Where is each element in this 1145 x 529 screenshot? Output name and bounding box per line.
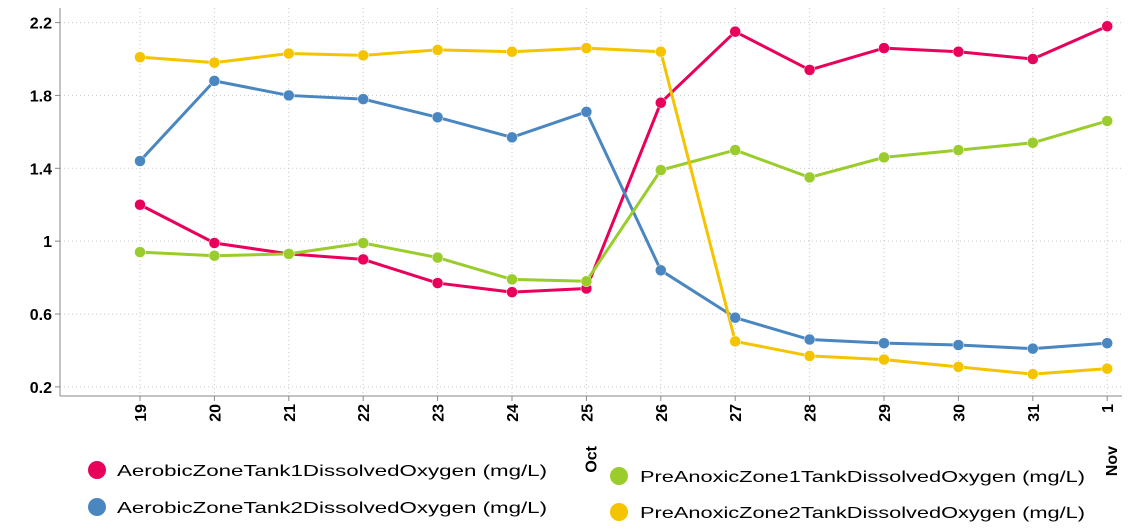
data-point-3[interactable] bbox=[283, 47, 295, 60]
month-label: Nov bbox=[1104, 446, 1121, 476]
data-point-1[interactable] bbox=[729, 311, 741, 324]
data-point-3[interactable] bbox=[952, 361, 965, 373]
x-tick-label: 20 bbox=[207, 404, 224, 422]
data-point-0[interactable] bbox=[134, 198, 146, 211]
data-point-3[interactable] bbox=[134, 51, 146, 63]
x-tick-label: 1 bbox=[1100, 404, 1117, 413]
x-tick-label: 21 bbox=[282, 404, 299, 422]
data-point-1[interactable] bbox=[655, 264, 667, 277]
legend-marker bbox=[88, 498, 106, 516]
legend: AerobicZoneTank1DissolvedOxygen (mg/L) Ae… bbox=[88, 461, 1085, 522]
data-point-0[interactable] bbox=[655, 96, 667, 109]
data-point-1[interactable] bbox=[580, 106, 593, 118]
data-point-0[interactable] bbox=[1101, 20, 1113, 32]
data-point-1[interactable] bbox=[803, 333, 816, 346]
data-point-2[interactable] bbox=[357, 237, 369, 249]
x-tick-label: 30 bbox=[951, 404, 968, 422]
data-point-1[interactable] bbox=[1101, 337, 1113, 349]
data-point-3[interactable] bbox=[357, 49, 369, 62]
data-point-1[interactable] bbox=[952, 339, 965, 351]
data-point-0[interactable] bbox=[878, 42, 890, 54]
data-point-1[interactable] bbox=[134, 155, 146, 167]
y-tick-label: 1.4 bbox=[30, 161, 52, 178]
y-tick-label: 0.6 bbox=[30, 307, 52, 324]
x-tick-label: 31 bbox=[1026, 404, 1043, 422]
data-point-0[interactable] bbox=[803, 64, 816, 76]
data-point-2[interactable] bbox=[208, 249, 221, 262]
data-point-3[interactable] bbox=[580, 42, 593, 54]
grid bbox=[60, 8, 1122, 396]
month-label: Oct bbox=[583, 445, 600, 472]
x-tick-label: 29 bbox=[877, 404, 894, 422]
data-point-3[interactable] bbox=[1101, 362, 1113, 375]
data-point-2[interactable] bbox=[283, 248, 295, 260]
data-point-0[interactable] bbox=[208, 237, 221, 249]
y-tick-label: 0.2 bbox=[30, 380, 52, 397]
data-point-3[interactable] bbox=[729, 335, 741, 348]
data-point-1[interactable] bbox=[431, 111, 444, 124]
legend-marker bbox=[610, 467, 628, 485]
legend-label: AerobicZoneTank2DissolvedOxygen (mg/L) bbox=[117, 500, 547, 517]
legend-label: PreAnoxicZone2TankDissolvedOxygen (mg/L) bbox=[640, 505, 1085, 522]
data-point-2[interactable] bbox=[580, 275, 593, 287]
data-point-2[interactable] bbox=[952, 144, 965, 156]
data-point-0[interactable] bbox=[506, 286, 518, 298]
series-line-2 bbox=[139, 119, 1108, 283]
data-point-0[interactable] bbox=[431, 277, 444, 289]
data-point-0[interactable] bbox=[952, 45, 965, 58]
data-point-3[interactable] bbox=[431, 44, 444, 56]
y-tick-label: 1 bbox=[43, 234, 52, 251]
data-point-2[interactable] bbox=[1101, 115, 1113, 127]
x-tick-label: 26 bbox=[654, 404, 671, 422]
data-point-2[interactable] bbox=[803, 171, 816, 184]
data-point-3[interactable] bbox=[803, 350, 816, 362]
data-point-2[interactable] bbox=[431, 251, 444, 264]
data-point-0[interactable] bbox=[729, 25, 741, 38]
series-line-3 bbox=[139, 46, 1108, 376]
data-point-3[interactable] bbox=[878, 353, 890, 366]
x-tick-label: 23 bbox=[431, 404, 448, 422]
y-tick-label: 1.8 bbox=[30, 88, 52, 105]
series-line-1 bbox=[138, 79, 1108, 351]
data-point-2[interactable] bbox=[1027, 137, 1039, 149]
legend-label: AerobicZoneTank1DissolvedOxygen (mg/L) bbox=[117, 463, 547, 480]
y-tick-label: 2.2 bbox=[30, 16, 52, 33]
data-point-2[interactable] bbox=[878, 151, 890, 164]
data-point-3[interactable] bbox=[506, 45, 518, 58]
series-line-0 bbox=[139, 24, 1108, 294]
x-tick-label: 28 bbox=[803, 404, 820, 422]
data-point-1[interactable] bbox=[208, 75, 221, 87]
x-tick-label: 24 bbox=[505, 404, 522, 422]
legend-label: PreAnoxicZone1TankDissolvedOxygen (mg/L) bbox=[640, 469, 1085, 486]
data-point-1[interactable] bbox=[1027, 342, 1039, 355]
x-tick-label: 25 bbox=[579, 404, 596, 422]
data-point-3[interactable] bbox=[1027, 368, 1039, 380]
legend-marker bbox=[88, 461, 106, 479]
x-tick-label: 22 bbox=[356, 404, 373, 422]
data-point-1[interactable] bbox=[878, 337, 890, 349]
data-point-2[interactable] bbox=[134, 246, 146, 258]
data-point-2[interactable] bbox=[506, 273, 518, 286]
axes: 0.2 0.6 1 1.4 1.8 2.2 19 20 21 22 23 24 25 26 27 28 29 30… bbox=[30, 8, 1122, 476]
data-point-1[interactable] bbox=[283, 89, 295, 102]
data-point-3[interactable] bbox=[655, 45, 667, 58]
data-point-1[interactable] bbox=[357, 93, 369, 105]
series-layer bbox=[134, 20, 1113, 380]
data-point-1[interactable] bbox=[506, 131, 518, 144]
x-tick-label: 27 bbox=[728, 404, 745, 422]
data-point-2[interactable] bbox=[729, 144, 741, 156]
data-point-0[interactable] bbox=[1027, 53, 1039, 65]
data-point-0[interactable] bbox=[357, 253, 369, 266]
data-point-2[interactable] bbox=[655, 164, 667, 176]
legend-marker bbox=[610, 503, 628, 521]
data-point-3[interactable] bbox=[208, 56, 221, 69]
x-tick-label: 19 bbox=[133, 404, 150, 422]
